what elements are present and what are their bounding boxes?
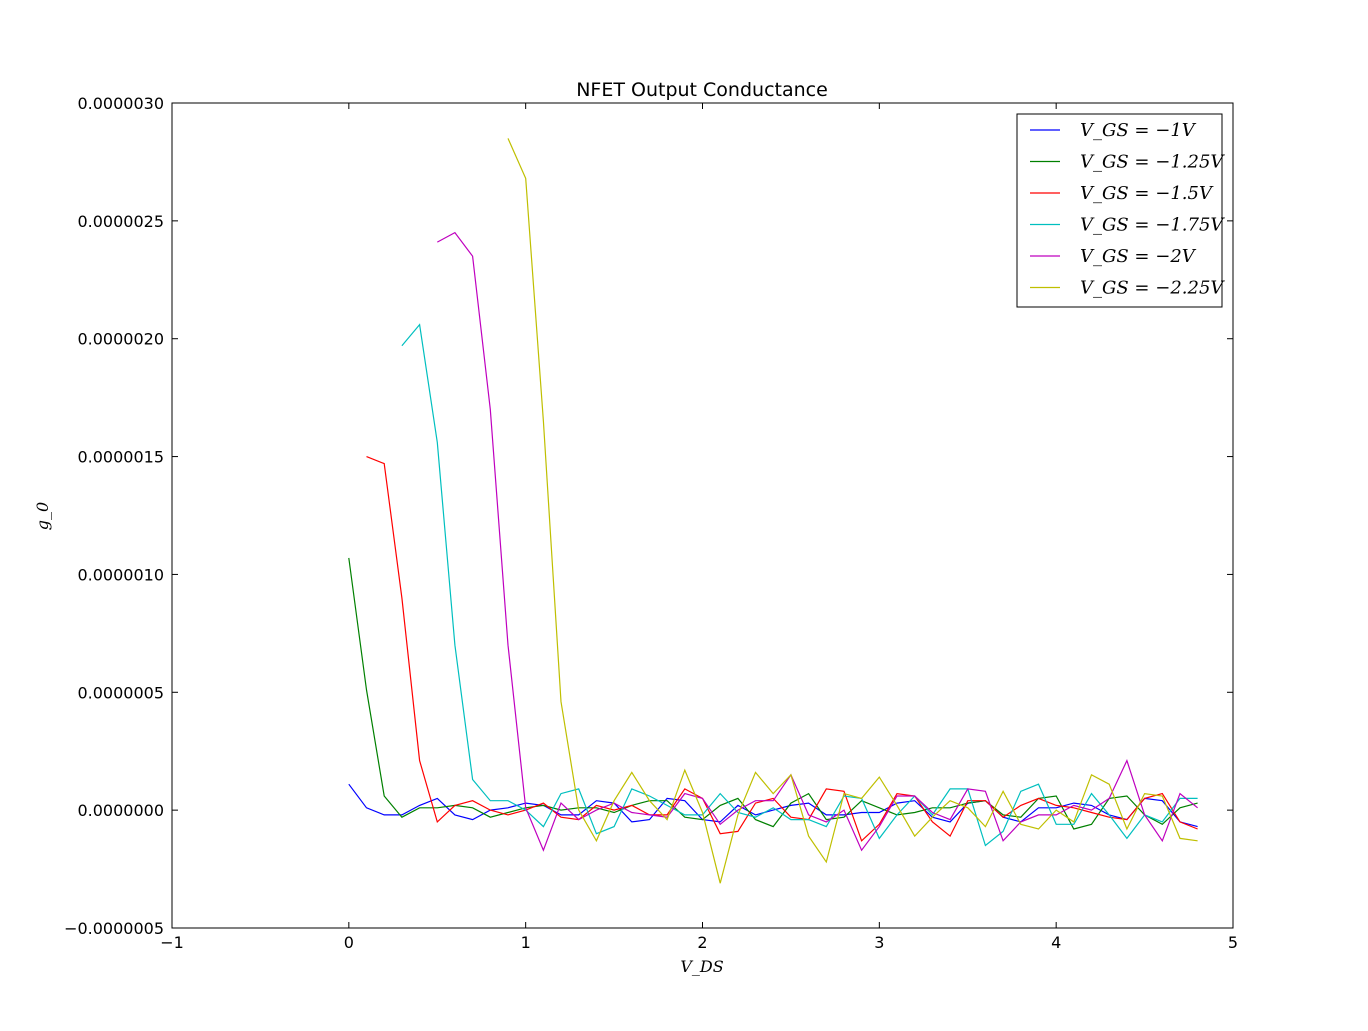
series-line-3: [401, 323, 1198, 847]
legend-label-4: V_GS = −2V: [1080, 246, 1197, 267]
legend-label-3: V_GS = −1.75V: [1080, 215, 1225, 236]
series-line-5: [507, 138, 1198, 884]
legend-box: [1016, 113, 1223, 308]
y-tick-label: 0.0000010: [77, 565, 164, 584]
y-tick-label: 0.0000030: [77, 94, 164, 113]
series-layer: [348, 138, 1198, 884]
legend-label-5: V_GS = −2.25V: [1080, 278, 1225, 299]
x-tick-label: 5: [1228, 933, 1238, 952]
y-tick-label: 0.0000000: [77, 801, 164, 820]
y-tick-label: 0.0000020: [77, 330, 164, 349]
legend-label-1: V_GS = −1.25V: [1080, 152, 1225, 173]
chart-title: NFET Output Conductance: [576, 79, 828, 101]
y-tick-label: −0.0000005: [64, 919, 164, 938]
y-tick-label: 0.0000025: [77, 212, 164, 231]
legend-label-2: V_GS = −1.5V: [1080, 183, 1214, 204]
y-axis-label: g_0: [33, 502, 52, 530]
x-tick-label: 4: [1051, 933, 1061, 952]
legend-label-0: V_GS = −1V: [1080, 120, 1197, 141]
series-line-4: [437, 231, 1198, 852]
series-line-2: [366, 456, 1198, 842]
x-axis-label: V_DS: [680, 957, 723, 976]
ticks-layer: −1 0 1 2 3 4 5 −0.0000005 0.0000000 0.0000005 0.00…: [64, 94, 1238, 952]
y-tick-label: 0.0000005: [77, 683, 164, 702]
x-tick-label: 1: [521, 933, 531, 952]
y-tick-label: 0.0000015: [77, 448, 164, 467]
x-tick-label: 0: [344, 933, 354, 952]
x-tick-label: −1: [160, 933, 184, 952]
x-tick-label: 2: [697, 933, 707, 952]
series-line-1: [348, 557, 1198, 830]
x-tick-label: 3: [874, 933, 884, 952]
legend: V_GS = −1V V_GS = −1.25V V_GS = −1.5V V_GS …: [1016, 113, 1225, 308]
